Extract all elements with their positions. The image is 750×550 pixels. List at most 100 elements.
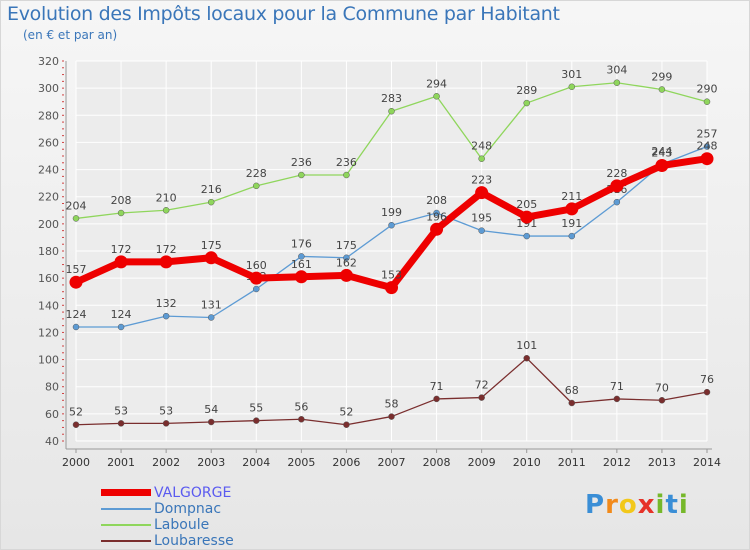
y-tick-label: 80 (45, 381, 59, 394)
data-label-laboule: 301 (561, 68, 582, 81)
data-label-loubaresse: 55 (249, 402, 263, 415)
data-label-loubaresse: 52 (339, 406, 353, 419)
data-point-laboule (162, 207, 170, 214)
legend-swatch-loubaresse (101, 540, 151, 542)
data-label-valgorge: 161 (291, 258, 312, 271)
data-label-dompnac: 131 (201, 299, 222, 312)
x-tick-label: 2008 (423, 456, 451, 469)
data-label-loubaresse: 68 (565, 384, 579, 397)
data-point-dompnac (568, 232, 576, 240)
data-label-laboule: 289 (516, 84, 537, 97)
data-label-loubaresse: 101 (516, 339, 537, 352)
data-label-loubaresse: 71 (430, 380, 444, 393)
data-label-loubaresse: 70 (655, 381, 669, 394)
chart-title: Evolution des Impôts locaux pour la Comm… (7, 3, 560, 25)
data-label-laboule: 299 (651, 71, 672, 84)
data-point-loubaresse (433, 395, 440, 403)
data-label-valgorge: 172 (111, 243, 132, 256)
data-label-valgorge: 175 (201, 239, 222, 252)
y-tick-label: 220 (38, 191, 59, 204)
y-tick-label: 260 (38, 136, 59, 149)
data-point-valgorge (69, 275, 83, 289)
logo-letter: i (678, 490, 689, 520)
chart-subtitle: (en € et par an) (23, 28, 118, 42)
data-label-laboule: 236 (336, 156, 357, 169)
x-tick-label: 2012 (603, 456, 631, 469)
legend-label-valgorge: VALGORGE (154, 485, 232, 501)
data-point-valgorge (339, 268, 353, 282)
x-tick-label: 2000 (62, 456, 90, 469)
data-point-dompnac (478, 227, 485, 234)
data-point-laboule (253, 182, 260, 190)
data-point-valgorge (159, 255, 173, 269)
data-point-laboule (613, 79, 621, 86)
x-tick-label: 2006 (332, 456, 360, 469)
data-point-dompnac (703, 143, 711, 150)
data-label-dompnac: 244 (651, 145, 672, 158)
data-label-laboule: 208 (111, 194, 132, 207)
y-tick-label: 280 (38, 109, 59, 122)
data-point-loubaresse (162, 420, 170, 427)
data-label-loubaresse: 53 (159, 404, 173, 417)
data-point-valgorge (655, 159, 669, 172)
data-point-laboule (343, 171, 350, 179)
y-tick-label: 140 (38, 299, 59, 312)
data-point-loubaresse (523, 354, 530, 362)
x-tick-label: 2011 (558, 456, 586, 469)
data-label-loubaresse: 71 (610, 380, 624, 393)
data-point-valgorge (114, 255, 128, 269)
data-point-dompnac (207, 314, 215, 321)
logo-letter: i (655, 490, 666, 520)
data-label-valgorge: 162 (336, 256, 357, 269)
data-point-loubaresse (253, 417, 260, 424)
data-label-dompnac: 199 (381, 206, 402, 219)
data-point-loubaresse (298, 416, 305, 423)
data-point-dompnac (298, 253, 305, 260)
data-point-loubaresse (703, 388, 711, 396)
y-tick-label: 300 (38, 82, 59, 95)
logo-letter: t (665, 490, 679, 520)
data-label-laboule: 283 (381, 92, 402, 105)
data-label-valgorge: 248 (697, 140, 718, 153)
data-point-loubaresse (72, 421, 80, 428)
data-point-dompnac (72, 323, 80, 331)
data-point-valgorge (294, 270, 308, 284)
data-point-loubaresse (568, 399, 576, 407)
data-label-loubaresse: 76 (700, 373, 714, 386)
data-label-laboule: 294 (426, 77, 447, 90)
data-point-laboule (658, 86, 666, 93)
data-point-loubaresse (388, 413, 395, 420)
data-point-laboule (568, 83, 576, 91)
data-label-loubaresse: 52 (69, 406, 83, 419)
y-tick-label: 160 (38, 272, 59, 285)
data-point-valgorge (520, 210, 534, 224)
data-label-valgorge: 205 (516, 198, 537, 211)
logo-letter: P (585, 490, 606, 520)
data-label-loubaresse: 72 (475, 379, 489, 392)
logo-letter: o (618, 490, 638, 520)
data-point-valgorge (385, 281, 398, 295)
data-label-laboule: 210 (156, 191, 177, 204)
data-label-dompnac: 124 (66, 308, 87, 321)
x-tick-label: 2005 (287, 456, 315, 469)
data-point-loubaresse (478, 394, 485, 401)
data-label-valgorge: 160 (246, 259, 267, 272)
data-label-dompnac: 191 (561, 217, 582, 230)
data-point-dompnac (613, 198, 621, 206)
y-tick-label: 40 (45, 435, 59, 448)
x-tick-label: 2007 (378, 456, 406, 469)
data-point-dompnac (253, 285, 260, 293)
data-point-dompnac (117, 323, 125, 331)
logo-letter: r (605, 490, 619, 520)
data-point-laboule (388, 107, 395, 115)
data-label-laboule: 304 (606, 64, 627, 77)
data-label-valgorge: 228 (606, 167, 627, 180)
y-tick-label: 100 (38, 354, 59, 367)
data-point-laboule (298, 171, 305, 179)
data-label-valgorge: 196 (426, 210, 447, 223)
data-label-laboule: 236 (291, 156, 312, 169)
data-label-valgorge: 157 (66, 263, 87, 276)
data-label-valgorge: 243 (651, 147, 672, 160)
